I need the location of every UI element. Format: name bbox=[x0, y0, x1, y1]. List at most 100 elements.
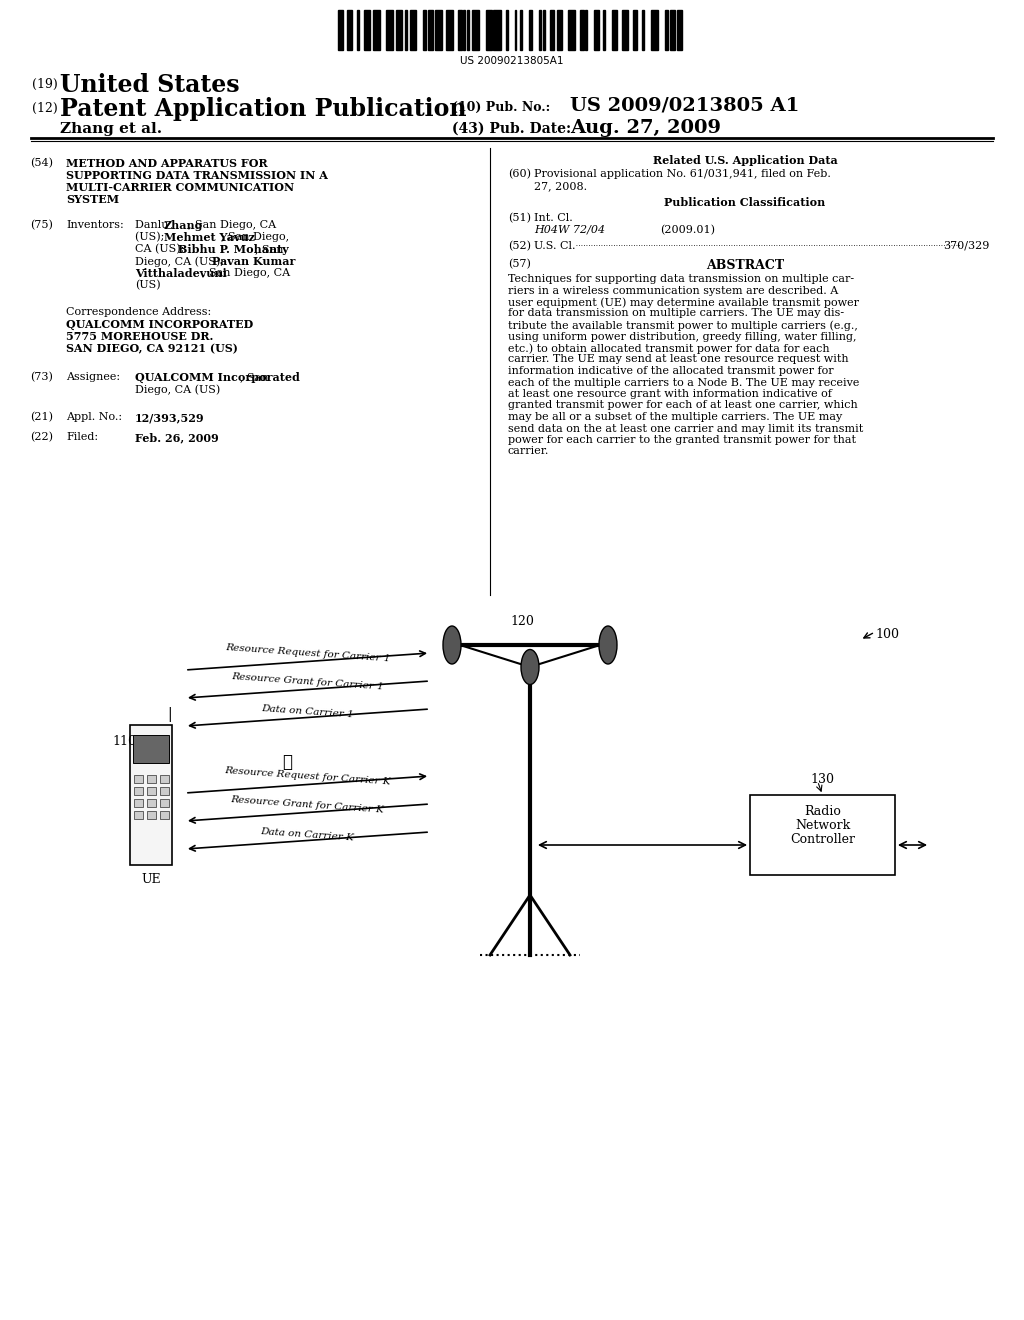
Text: riers in a wireless communication system are described. A: riers in a wireless communication system… bbox=[508, 285, 839, 296]
Ellipse shape bbox=[521, 649, 539, 685]
Bar bbox=[567, 11, 574, 50]
Bar bbox=[160, 810, 169, 818]
Text: Techniques for supporting data transmission on multiple car-: Techniques for supporting data transmiss… bbox=[508, 275, 854, 284]
Text: (60): (60) bbox=[508, 169, 531, 180]
Bar bbox=[396, 11, 401, 50]
Bar bbox=[464, 11, 465, 50]
Bar bbox=[611, 11, 617, 50]
Text: Appl. No.:: Appl. No.: bbox=[66, 412, 122, 422]
Bar bbox=[160, 799, 169, 807]
Text: Publication Classification: Publication Classification bbox=[665, 197, 825, 209]
Text: information indicative of the allocated transmit power for: information indicative of the allocated … bbox=[508, 366, 834, 376]
Text: Resource Grant for Carrier 1: Resource Grant for Carrier 1 bbox=[231, 672, 384, 692]
Text: each of the multiple carriers to a Node B. The UE may receive: each of the multiple carriers to a Node … bbox=[508, 378, 859, 388]
Bar bbox=[147, 787, 156, 795]
Text: carrier. The UE may send at least one resource request with: carrier. The UE may send at least one re… bbox=[508, 355, 849, 364]
Bar bbox=[540, 11, 541, 50]
Text: tribute the available transmit power to multiple carriers (e.g.,: tribute the available transmit power to … bbox=[508, 319, 858, 330]
Bar bbox=[160, 775, 169, 783]
Text: Assignee:: Assignee: bbox=[66, 372, 120, 381]
Text: Resource Request for Carrier 1: Resource Request for Carrier 1 bbox=[224, 643, 390, 664]
Bar bbox=[411, 11, 416, 50]
Text: , San: , San bbox=[240, 372, 268, 381]
Bar bbox=[347, 11, 352, 50]
Bar bbox=[494, 11, 501, 50]
Bar bbox=[445, 11, 453, 50]
Ellipse shape bbox=[443, 626, 461, 664]
Text: 100: 100 bbox=[874, 628, 899, 642]
Text: user equipment (UE) may determine available transmit power: user equipment (UE) may determine availa… bbox=[508, 297, 859, 308]
Text: UE: UE bbox=[141, 873, 161, 886]
Text: ⋮: ⋮ bbox=[283, 754, 293, 771]
Bar bbox=[147, 799, 156, 807]
Text: Zhang: Zhang bbox=[164, 220, 204, 231]
Text: (52): (52) bbox=[508, 242, 531, 251]
Bar bbox=[472, 11, 479, 50]
Text: (57): (57) bbox=[508, 259, 530, 269]
Bar bbox=[357, 11, 359, 50]
Text: H04W 72/04: H04W 72/04 bbox=[534, 224, 605, 235]
Bar bbox=[374, 11, 380, 50]
Text: , San Diego, CA: , San Diego, CA bbox=[202, 268, 291, 279]
Text: MULTI-CARRIER COMMUNICATION: MULTI-CARRIER COMMUNICATION bbox=[66, 182, 294, 193]
Text: Filed:: Filed: bbox=[66, 432, 98, 442]
Text: US 2009/0213805 A1: US 2009/0213805 A1 bbox=[570, 96, 800, 115]
Text: 5775 MOREHOUSE DR.: 5775 MOREHOUSE DR. bbox=[66, 331, 213, 342]
Text: Bibhu P. Mohanty: Bibhu P. Mohanty bbox=[178, 244, 289, 255]
Text: Related U.S. Application Data: Related U.S. Application Data bbox=[652, 154, 838, 166]
Text: 12/393,529: 12/393,529 bbox=[135, 412, 205, 422]
Text: for data transmission on multiple carriers. The UE may dis-: for data transmission on multiple carrie… bbox=[508, 309, 844, 318]
Bar bbox=[147, 810, 156, 818]
Text: Int. Cl.: Int. Cl. bbox=[534, 213, 572, 223]
Bar bbox=[750, 795, 895, 875]
Ellipse shape bbox=[599, 626, 617, 664]
Bar bbox=[603, 11, 605, 50]
Text: (19): (19) bbox=[32, 78, 57, 91]
Bar bbox=[458, 11, 462, 50]
Bar bbox=[130, 725, 172, 865]
Text: Pavan Kumar: Pavan Kumar bbox=[212, 256, 295, 267]
Text: U.S. Cl.: U.S. Cl. bbox=[534, 242, 575, 251]
Text: QUALCOMM Incorporated: QUALCOMM Incorporated bbox=[135, 372, 300, 383]
Bar bbox=[365, 11, 370, 50]
Bar bbox=[633, 11, 637, 50]
Text: , San Diego,: , San Diego, bbox=[221, 232, 290, 242]
Text: Diego, CA (US);: Diego, CA (US); bbox=[135, 256, 227, 267]
Text: Feb. 26, 2009: Feb. 26, 2009 bbox=[135, 432, 219, 444]
Bar bbox=[543, 11, 545, 50]
Text: Resource Grant for Carrier K: Resource Grant for Carrier K bbox=[230, 795, 384, 814]
Text: 27, 2008.: 27, 2008. bbox=[534, 181, 587, 191]
Bar bbox=[406, 11, 407, 50]
Bar bbox=[623, 11, 628, 50]
Bar bbox=[594, 11, 599, 50]
Text: Mehmet Yavuz: Mehmet Yavuz bbox=[164, 232, 255, 243]
Text: ABSTRACT: ABSTRACT bbox=[706, 259, 784, 272]
Bar bbox=[435, 11, 442, 50]
Text: (12): (12) bbox=[32, 102, 57, 115]
Text: (21): (21) bbox=[30, 412, 53, 422]
Text: (73): (73) bbox=[30, 372, 53, 383]
Text: SYSTEM: SYSTEM bbox=[66, 194, 119, 205]
Text: SUPPORTING DATA TRANSMISSION IN A: SUPPORTING DATA TRANSMISSION IN A bbox=[66, 170, 328, 181]
Bar bbox=[515, 11, 516, 50]
Text: carrier.: carrier. bbox=[508, 446, 549, 457]
Bar bbox=[338, 11, 343, 50]
Text: (2009.01): (2009.01) bbox=[660, 224, 715, 235]
Text: United States: United States bbox=[60, 73, 240, 96]
Text: using uniform power distribution, greedy filling, water filling,: using uniform power distribution, greedy… bbox=[508, 331, 856, 342]
Bar bbox=[486, 11, 492, 50]
Text: may be all or a subset of the multiple carriers. The UE may: may be all or a subset of the multiple c… bbox=[508, 412, 843, 422]
Bar bbox=[134, 810, 143, 818]
Text: Radio: Radio bbox=[804, 805, 841, 818]
Bar bbox=[428, 11, 433, 50]
Bar bbox=[580, 11, 584, 50]
Text: (54): (54) bbox=[30, 158, 53, 169]
Bar bbox=[557, 11, 562, 50]
Bar bbox=[528, 11, 532, 50]
Text: SAN DIEGO, CA 92121 (US): SAN DIEGO, CA 92121 (US) bbox=[66, 343, 238, 354]
Text: Controller: Controller bbox=[790, 833, 855, 846]
Bar bbox=[506, 11, 508, 50]
Text: Zhang et al.: Zhang et al. bbox=[60, 121, 162, 136]
Bar bbox=[386, 11, 393, 50]
Bar bbox=[160, 787, 169, 795]
